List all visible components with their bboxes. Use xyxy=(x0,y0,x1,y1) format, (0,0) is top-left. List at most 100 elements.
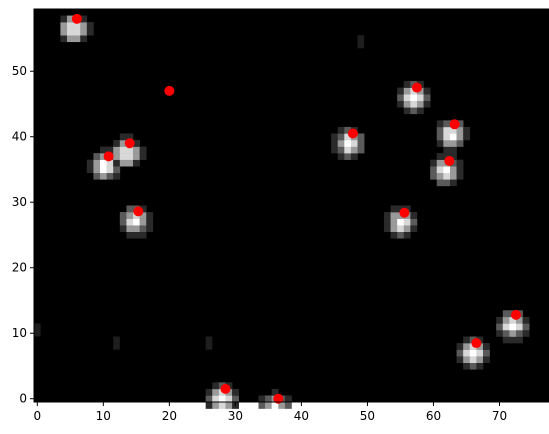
image-pixel xyxy=(416,94,424,101)
image-pixel xyxy=(139,146,147,154)
x-tick-label: 10 xyxy=(96,409,111,423)
image-pixel xyxy=(126,146,134,154)
image-pixel xyxy=(119,146,127,154)
image-pixel xyxy=(456,140,464,147)
image-pixel xyxy=(502,310,510,318)
image-pixel xyxy=(443,146,451,154)
image-pixel xyxy=(119,212,127,219)
image-pixel xyxy=(80,35,88,43)
image-pixel xyxy=(232,395,239,403)
image-pixel xyxy=(106,166,114,174)
image-pixel xyxy=(449,153,457,160)
x-tick-label: 30 xyxy=(228,409,243,423)
image-pixel xyxy=(278,402,286,409)
image-pixel xyxy=(337,153,345,160)
image-pixel xyxy=(86,159,94,167)
bright-spot xyxy=(119,205,154,239)
image-pixel xyxy=(67,35,74,43)
image-pixel xyxy=(463,336,471,344)
image-pixel xyxy=(106,172,114,180)
image-pixel xyxy=(515,329,523,337)
image-pixel xyxy=(403,100,411,108)
x-tick-label: 70 xyxy=(492,409,507,423)
image-pixel xyxy=(443,153,451,160)
image-pixel xyxy=(344,140,352,147)
image-pixel xyxy=(469,356,477,363)
image-pixel xyxy=(60,28,68,36)
image-pixel xyxy=(403,218,411,226)
image-pixel xyxy=(482,349,490,357)
image-pixel xyxy=(502,316,510,324)
image-pixel xyxy=(397,231,405,239)
image-pixel xyxy=(515,316,523,324)
image-pixel xyxy=(436,159,444,167)
image-pixel xyxy=(430,172,438,180)
image-pixel xyxy=(344,126,352,134)
detected-point xyxy=(273,393,284,404)
image-pixel xyxy=(80,15,88,23)
image-pixel xyxy=(456,343,464,350)
image-pixel xyxy=(80,28,88,36)
image-pixel xyxy=(146,212,154,219)
image-pixel xyxy=(139,205,147,213)
image-pixel xyxy=(212,382,220,390)
detected-point xyxy=(103,151,114,162)
image-pixel xyxy=(133,218,140,226)
image-pixel xyxy=(397,205,405,213)
image-pixel xyxy=(397,225,405,232)
image-pixel xyxy=(119,133,127,141)
image-pixel xyxy=(113,166,121,174)
image-pixel xyxy=(403,94,411,101)
detected-point xyxy=(220,383,231,394)
image-pixel xyxy=(67,15,74,23)
image-pixel xyxy=(515,323,523,331)
image-pixel xyxy=(271,388,279,396)
image-pixel xyxy=(443,179,451,187)
image-pixel xyxy=(344,153,352,160)
image-pixel xyxy=(113,159,121,167)
x-tick-label: 0 xyxy=(33,409,41,423)
image-pixel xyxy=(463,349,471,357)
image-pixel xyxy=(93,166,101,174)
image-pixel xyxy=(113,153,121,160)
image-pixel xyxy=(449,133,457,141)
image-pixel xyxy=(265,395,272,403)
image-pixel xyxy=(436,172,444,180)
image-pixel xyxy=(126,153,134,160)
image-pixel xyxy=(397,94,405,101)
image-pixel xyxy=(456,126,464,134)
detected-point xyxy=(164,85,175,96)
image-pixel xyxy=(403,107,411,115)
image-pixel xyxy=(436,126,444,134)
image-pixel xyxy=(119,218,127,226)
image-pixel xyxy=(443,140,451,147)
image-pixel xyxy=(403,87,411,95)
image-pixel xyxy=(205,388,213,396)
detected-point xyxy=(347,128,358,139)
image-pixel xyxy=(119,153,127,160)
image-pixel xyxy=(73,35,81,43)
image-pixel xyxy=(139,218,147,226)
image-pixel xyxy=(463,343,471,350)
image-pixel xyxy=(337,146,345,154)
image-pixel xyxy=(496,316,504,324)
image-pixel xyxy=(119,225,127,232)
image-pixel xyxy=(383,218,391,226)
x-tick-label: 60 xyxy=(426,409,441,423)
image-pixel xyxy=(126,212,134,219)
image-pixel xyxy=(60,15,68,23)
image-pixel xyxy=(476,356,484,363)
image-pixel xyxy=(113,140,121,147)
image-pixel xyxy=(93,153,101,160)
image-pixel xyxy=(100,146,107,154)
image-pixel xyxy=(271,402,279,409)
image-pixel xyxy=(456,356,464,363)
image-pixel xyxy=(397,218,405,226)
image-pixel xyxy=(383,225,391,232)
image-pixel xyxy=(225,395,233,403)
image-pixel xyxy=(436,166,444,174)
y-tick-label: 30 xyxy=(12,195,27,209)
faint-spot xyxy=(113,336,120,350)
y-tick-label: 0 xyxy=(19,392,27,406)
image-pixel xyxy=(205,395,213,403)
